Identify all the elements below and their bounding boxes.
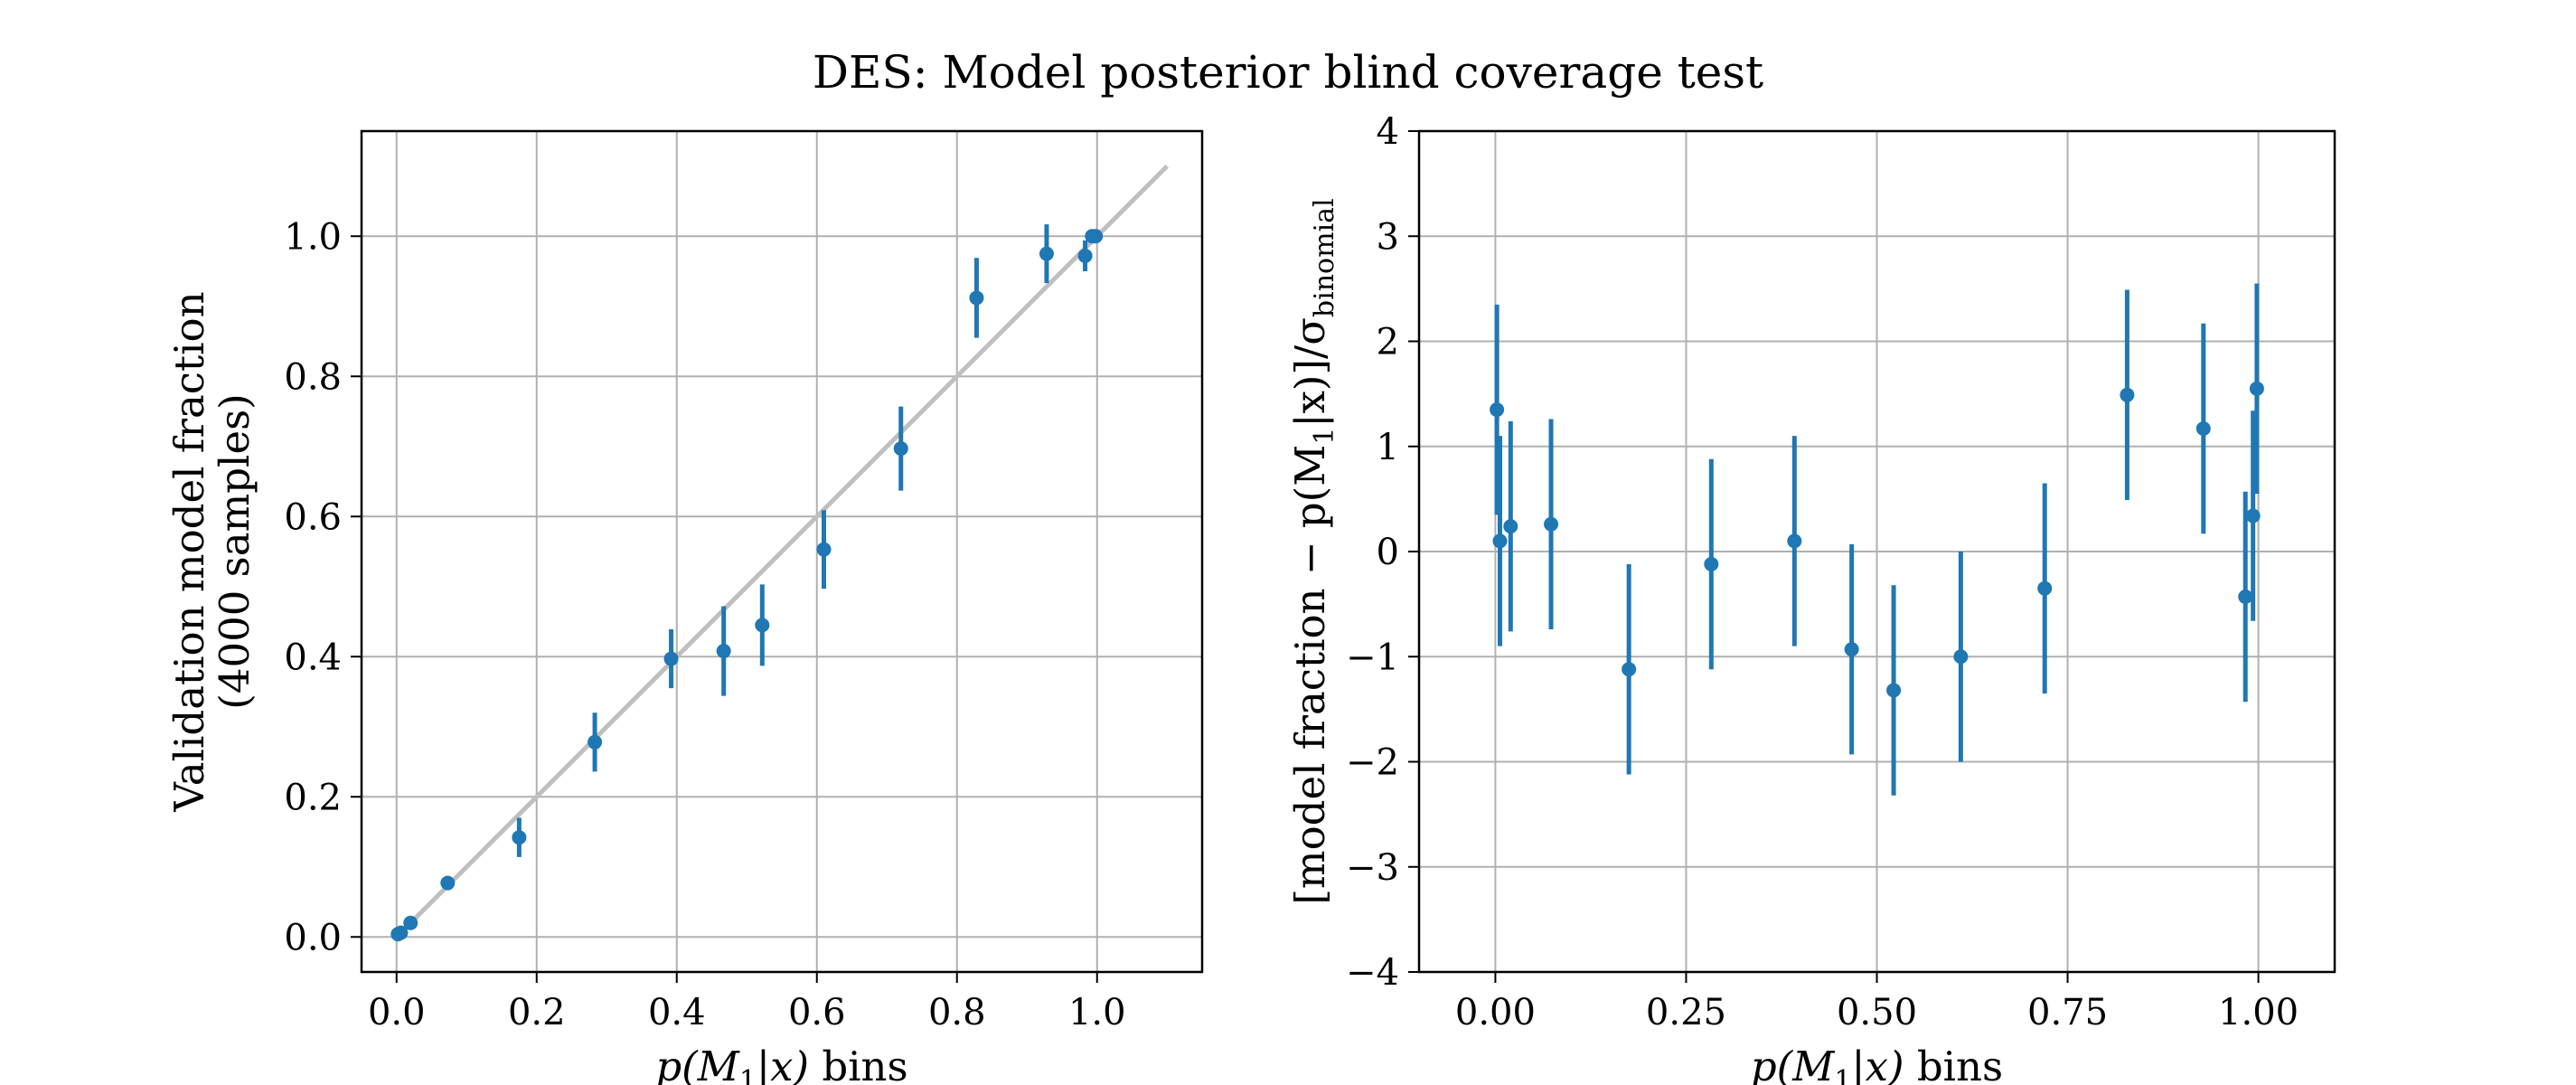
data-point	[1953, 649, 1969, 665]
data-point	[440, 875, 456, 891]
x-tick-label: 0.8	[928, 992, 986, 1033]
y-tick-label: 4	[1377, 111, 1399, 153]
data-point	[2245, 508, 2261, 524]
data-point	[663, 651, 679, 666]
data-point	[2120, 387, 2135, 402]
y-tick-label: −1	[1346, 637, 1399, 678]
data-point	[588, 734, 603, 750]
y-tick-label: 0.2	[284, 777, 342, 818]
data-point	[1077, 248, 1093, 263]
data-point	[1039, 246, 1054, 261]
data-point	[1844, 642, 1859, 657]
x-tick-label: 1.0	[1068, 992, 1126, 1033]
data-point	[1503, 519, 1518, 534]
y-axis-label-line: (4000 samples)	[211, 393, 259, 709]
y-tick-label: 0.6	[284, 496, 342, 538]
data-point	[755, 618, 770, 633]
y-tick-label: 0	[1377, 532, 1399, 573]
y-tick-label: 0.4	[284, 637, 342, 678]
data-point	[393, 925, 409, 940]
x-tick-label: 0.0	[368, 992, 426, 1033]
y-tick-label: 1.0	[284, 216, 342, 258]
x-tick-label: 0.75	[2027, 992, 2108, 1033]
data-point	[1490, 402, 1505, 418]
y-tick-label: −4	[1346, 952, 1399, 994]
y-tick-label: 0.8	[284, 356, 342, 398]
x-tick-label: 0.00	[1455, 992, 1536, 1033]
right-plot-panel: 0.00 0.25 0.50 0.75 1.00 −4 −3 −2 −1 0 1 2 3 4 p(M1|x)…	[1286, 111, 2336, 1085]
x-tick-label: 0.50	[1837, 992, 1917, 1033]
y-axis-label: [model fraction − p(M1|x)]/σbinomial	[1286, 198, 1340, 904]
data-point	[893, 441, 908, 457]
data-point	[1704, 556, 1719, 571]
data-point	[1544, 516, 1559, 532]
y-tick-label: 1	[1377, 427, 1399, 468]
x-tick-label: 0.4	[648, 992, 706, 1033]
data-point	[2037, 580, 2053, 596]
reference-line-y-equals-x	[394, 164, 1170, 939]
y-axis-label-line: Validation model fraction	[165, 291, 213, 812]
y-tick-label: 3	[1377, 216, 1399, 258]
x-tick-label: 0.2	[508, 992, 566, 1033]
x-tick-label: 1.00	[2218, 992, 2299, 1033]
data-point	[969, 290, 984, 306]
data-point	[403, 915, 418, 930]
data-point	[1088, 229, 1104, 244]
data-point	[2249, 381, 2264, 396]
x-axis-label: p(M1|x) bins	[655, 1043, 907, 1085]
x-tick-label: 0.25	[1646, 992, 1726, 1033]
data-point	[2195, 420, 2211, 436]
data-point	[1492, 533, 1508, 549]
y-tick-label: 0.0	[284, 917, 342, 958]
data-point	[816, 542, 832, 557]
data-point	[1787, 533, 1802, 549]
axes-frame	[360, 129, 1204, 974]
data-point	[2238, 589, 2253, 604]
y-tick-label: 2	[1377, 322, 1399, 363]
figure-title: DES: Model posterior blind coverage test	[813, 46, 1763, 99]
data-point	[1886, 683, 1902, 698]
data-point	[1622, 662, 1637, 677]
left-plot-panel: 0.0 0.2 0.4 0.6 0.8 1.0 0.0 0.2 0.4 0.6 0.8 1.0 p(M1…	[165, 129, 1204, 1085]
data-point	[716, 644, 731, 659]
x-tick-label: 0.6	[788, 992, 846, 1033]
data-point	[512, 830, 527, 845]
x-axis-label: p(M1|x) bins	[1751, 1043, 2003, 1085]
y-tick-label: −3	[1346, 847, 1399, 889]
y-tick-label: −2	[1346, 742, 1399, 784]
